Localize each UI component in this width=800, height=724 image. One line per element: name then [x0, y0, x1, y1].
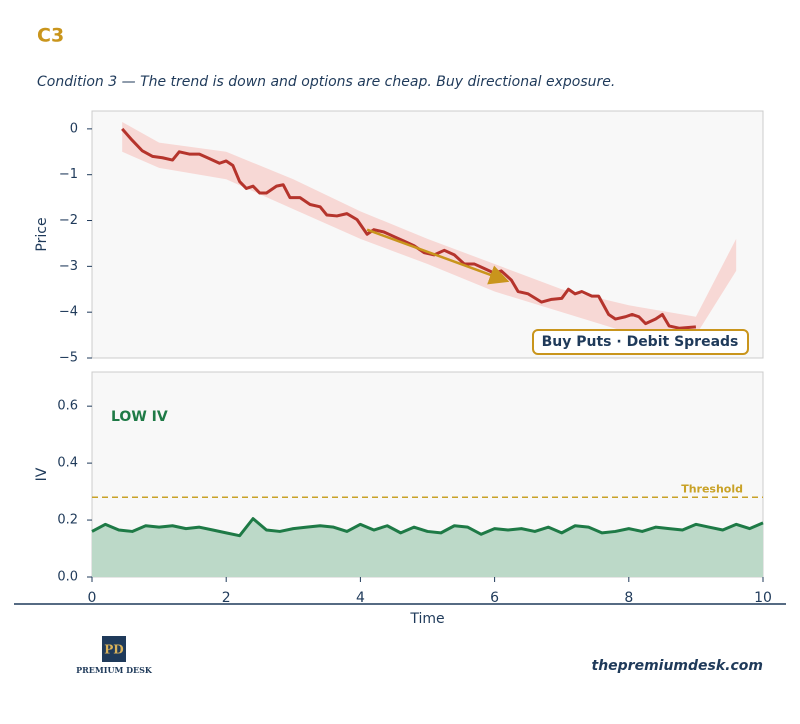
x-tick-label: 2 — [222, 590, 231, 606]
footer-url: thepremiumdesk.com — [592, 658, 764, 674]
x-tick-label: 8 — [624, 590, 633, 606]
x-tick-label: 4 — [356, 590, 365, 606]
logo-icon — [102, 636, 126, 662]
y-tick-label: −5 — [59, 351, 78, 366]
annotation-box — [532, 329, 749, 355]
y-tick-label: 0 — [70, 121, 78, 136]
page-title: C3 — [37, 25, 64, 47]
y-axis-label: Price — [34, 217, 50, 251]
y-tick-label: 0.0 — [57, 570, 78, 585]
x-tick-label: 0 — [88, 590, 97, 606]
price-band — [122, 121, 737, 336]
price-line — [121, 127, 697, 330]
y-tick-label: 0.6 — [57, 399, 78, 414]
logo: PD PREMIUM DESK — [76, 636, 153, 675]
annotation: LOW IV — [111, 409, 168, 425]
y-axis-label: IV — [34, 467, 50, 481]
page-subtitle: Condition 3 — The trend is down and opti… — [37, 74, 615, 90]
y-tick-label: −2 — [59, 213, 78, 228]
threshold-label: Threshold — [681, 482, 743, 495]
iv-area — [92, 518, 763, 577]
y-tick-label: −3 — [59, 259, 78, 274]
logo-mark: PD — [104, 643, 123, 657]
trend-arrow — [366, 228, 510, 285]
y-tick-label: 0.2 — [57, 513, 78, 528]
x-tick-label: 6 — [490, 590, 499, 606]
logo-text: PREMIUM DESK — [76, 665, 153, 675]
x-tick-label: 10 — [754, 590, 772, 606]
x-axis-label: Time — [409, 611, 444, 627]
annotation: Buy Puts · Debit Spreads — [542, 334, 739, 350]
iv-line — [91, 517, 764, 538]
y-tick-label: −4 — [59, 305, 78, 320]
y-tick-label: −1 — [59, 167, 78, 182]
y-tick-label: 0.4 — [57, 456, 78, 471]
